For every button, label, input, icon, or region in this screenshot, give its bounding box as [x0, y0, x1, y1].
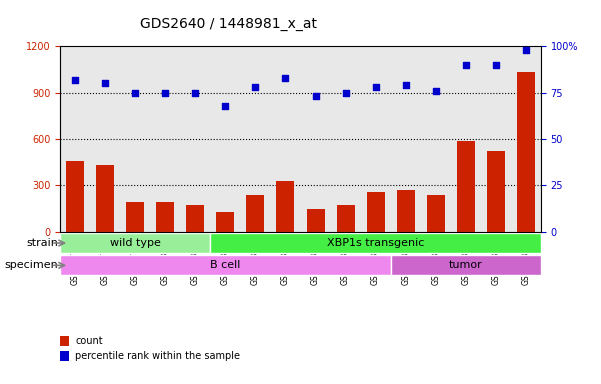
Bar — [96, 165, 114, 232]
Point — [191, 89, 200, 96]
FancyBboxPatch shape — [60, 233, 210, 253]
Bar — [367, 192, 385, 232]
Point — [401, 82, 410, 88]
Point — [100, 80, 110, 86]
Text: B cell: B cell — [210, 260, 240, 270]
Bar — [307, 209, 325, 232]
Point — [461, 61, 471, 68]
Text: count: count — [75, 336, 103, 346]
Point — [371, 84, 380, 90]
Bar — [186, 205, 204, 232]
Point — [221, 103, 230, 109]
Bar — [337, 205, 355, 232]
Bar — [457, 141, 475, 232]
Bar — [126, 202, 144, 232]
Point — [431, 88, 441, 94]
FancyBboxPatch shape — [210, 233, 541, 253]
Point — [130, 89, 140, 96]
Text: XBP1s transgenic: XBP1s transgenic — [327, 238, 424, 248]
Bar — [487, 151, 505, 232]
Text: strain: strain — [26, 238, 59, 248]
Bar — [216, 212, 234, 232]
Point — [160, 89, 170, 96]
Bar — [397, 190, 415, 232]
Point — [281, 74, 290, 81]
Point — [341, 89, 350, 96]
Bar — [156, 202, 174, 232]
Bar — [66, 161, 84, 232]
FancyBboxPatch shape — [60, 255, 391, 275]
Point — [311, 93, 320, 99]
FancyBboxPatch shape — [391, 255, 541, 275]
Point — [251, 84, 260, 90]
Text: specimen: specimen — [5, 260, 59, 270]
Point — [70, 76, 80, 83]
Bar — [276, 181, 294, 232]
Bar — [517, 73, 535, 232]
Text: wild type: wild type — [110, 238, 160, 248]
Bar — [246, 195, 264, 232]
Bar — [427, 195, 445, 232]
Point — [521, 47, 531, 53]
Text: tumor: tumor — [449, 260, 483, 270]
Text: percentile rank within the sample: percentile rank within the sample — [75, 351, 240, 361]
Point — [491, 61, 501, 68]
Text: GDS2640 / 1448981_x_at: GDS2640 / 1448981_x_at — [140, 17, 317, 31]
